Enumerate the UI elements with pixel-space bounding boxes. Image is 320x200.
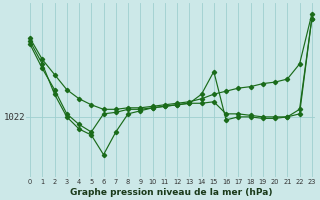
- X-axis label: Graphe pression niveau de la mer (hPa): Graphe pression niveau de la mer (hPa): [70, 188, 272, 197]
